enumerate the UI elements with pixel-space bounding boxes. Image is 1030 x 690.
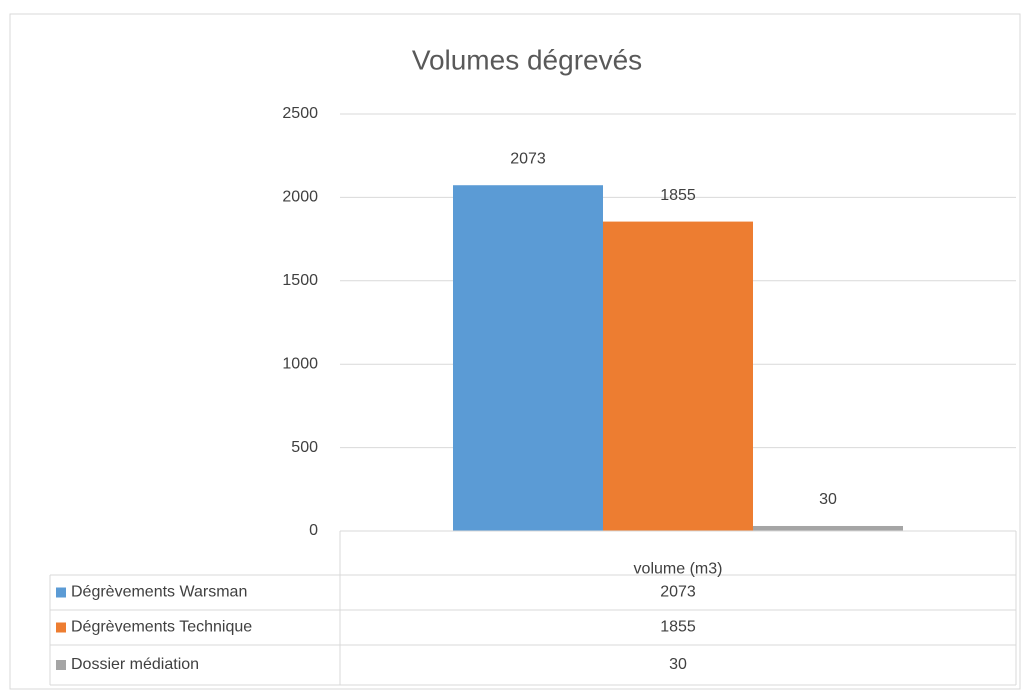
y-tick-label: 0 xyxy=(309,522,318,539)
legend-key xyxy=(56,622,66,633)
legend-label: Dossier médiation xyxy=(71,656,199,673)
legend-label: Dégrèvements Technique xyxy=(71,619,252,636)
chart-title: Volumes dégrevés xyxy=(412,44,642,75)
table-value: 1855 xyxy=(660,619,696,636)
data-label: 30 xyxy=(819,491,837,508)
x-tick-label: volume (m3) xyxy=(634,561,723,578)
y-tick-label: 1000 xyxy=(282,355,318,372)
legend-key xyxy=(56,587,66,598)
y-tick-label: 2500 xyxy=(282,105,318,122)
data-label: 2073 xyxy=(510,150,546,167)
y-tick-label: 1500 xyxy=(282,272,318,289)
y-tick-label: 2000 xyxy=(282,189,318,206)
legend-key xyxy=(56,660,66,670)
table-value: 2073 xyxy=(660,584,696,601)
table-value: 30 xyxy=(669,656,687,673)
bar xyxy=(753,525,903,531)
legend-label: Dégrèvements Warsman xyxy=(71,584,247,601)
data-label: 1855 xyxy=(660,187,696,204)
bar xyxy=(603,221,753,531)
bar xyxy=(453,185,603,531)
y-tick-label: 500 xyxy=(291,439,318,456)
